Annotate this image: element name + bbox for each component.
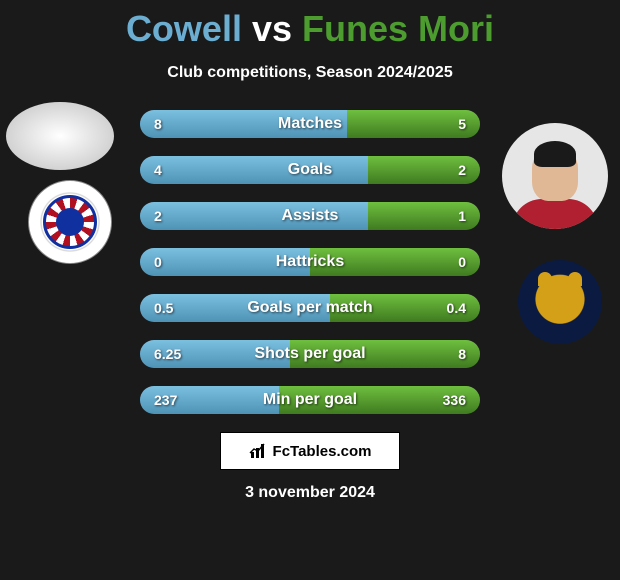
stat-row: 6.258Shots per goal (140, 340, 480, 368)
player2-avatar (502, 123, 608, 229)
comparison-title: Cowell vs Funes Mori (0, 0, 620, 50)
player1-name: Cowell (126, 8, 242, 49)
stat-label: Shots per goal (140, 340, 480, 368)
stat-row: 42Goals (140, 156, 480, 184)
stats-list: 85Matches 42Goals 21Assists 00Hattricks 0.50… (140, 110, 480, 414)
brand-text: FcTables.com (273, 443, 372, 460)
stat-row: 237336Min per goal (140, 386, 480, 414)
stat-label: Matches (140, 110, 480, 138)
stat-label: Min per goal (140, 386, 480, 414)
brand-box: FcTables.com (220, 432, 400, 470)
player2-club-badge (518, 260, 602, 344)
stat-label: Assists (140, 202, 480, 230)
stat-row: 00Hattricks (140, 248, 480, 276)
player1-club-badge (28, 180, 112, 264)
stat-label: Goals per match (140, 294, 480, 322)
vs-label: vs (252, 8, 292, 49)
stat-label: Hattricks (140, 248, 480, 276)
player1-avatar (6, 102, 114, 170)
player2-name: Funes Mori (302, 8, 494, 49)
chart-icon (249, 442, 267, 460)
subtitle: Club competitions, Season 2024/2025 (0, 64, 620, 82)
date-text: 3 november 2024 (0, 484, 620, 502)
stat-row: 21Assists (140, 202, 480, 230)
stat-row: 0.50.4Goals per match (140, 294, 480, 322)
stat-label: Goals (140, 156, 480, 184)
stat-row: 85Matches (140, 110, 480, 138)
